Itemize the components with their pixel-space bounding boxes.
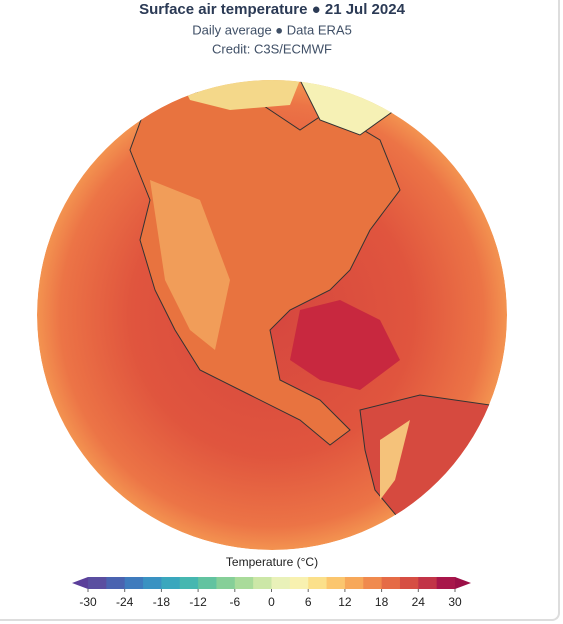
colorbar: -30 -24 -18 -12 -6 0 6 12 18 24 30 (72, 577, 471, 609)
tick-label: 12 (338, 595, 352, 609)
colorbar-arrow-low (72, 577, 88, 589)
tick-label: -18 (153, 595, 171, 609)
tick-label: 18 (375, 595, 389, 609)
credit: Credit: C3S/ECMWF (212, 41, 332, 56)
tick-label: 24 (412, 595, 426, 609)
colorbar-segment (179, 577, 199, 589)
colorbar-segment (106, 577, 126, 589)
colorbar-segment (418, 577, 438, 589)
colorbar-segment (289, 577, 309, 589)
colorbar-segment (88, 577, 107, 589)
highlands (150, 180, 230, 350)
colorbar-segment (381, 577, 401, 589)
tick-label: 6 (305, 595, 312, 609)
tick-label: 0 (268, 595, 275, 609)
colorbar-segment (216, 577, 236, 589)
colorbar-segment (344, 577, 364, 589)
colorbar-arrow-high (455, 577, 471, 589)
colorbar-segment (399, 577, 419, 589)
colorbar-segment (308, 577, 328, 589)
colorbar-segment (363, 577, 383, 589)
colorbar-segment (143, 577, 162, 589)
tick-label: -12 (189, 595, 207, 609)
andes (380, 420, 410, 500)
legend-title: Temperature (°C) (226, 555, 318, 569)
colorbar-segment (326, 577, 346, 589)
globe (37, 80, 507, 550)
colorbar-segment (124, 577, 144, 589)
north-america (129, 89, 401, 446)
colorbar-segment (253, 577, 272, 589)
colorbar-segment (271, 577, 291, 589)
title: Surface air temperature ● 21 Jul 2024 (139, 1, 406, 18)
tick-label: -24 (116, 595, 134, 609)
colorbar-segment (161, 577, 181, 589)
subtitle: Daily average ● Data ERA5 (192, 22, 352, 37)
tick-label: -6 (229, 595, 240, 609)
colorbar-segment (234, 577, 254, 589)
tick-label: 30 (448, 595, 462, 609)
colorbar-segment (198, 577, 217, 589)
colorbar-segment (436, 577, 456, 589)
gulf (290, 300, 400, 390)
tick-label: -30 (79, 595, 97, 609)
